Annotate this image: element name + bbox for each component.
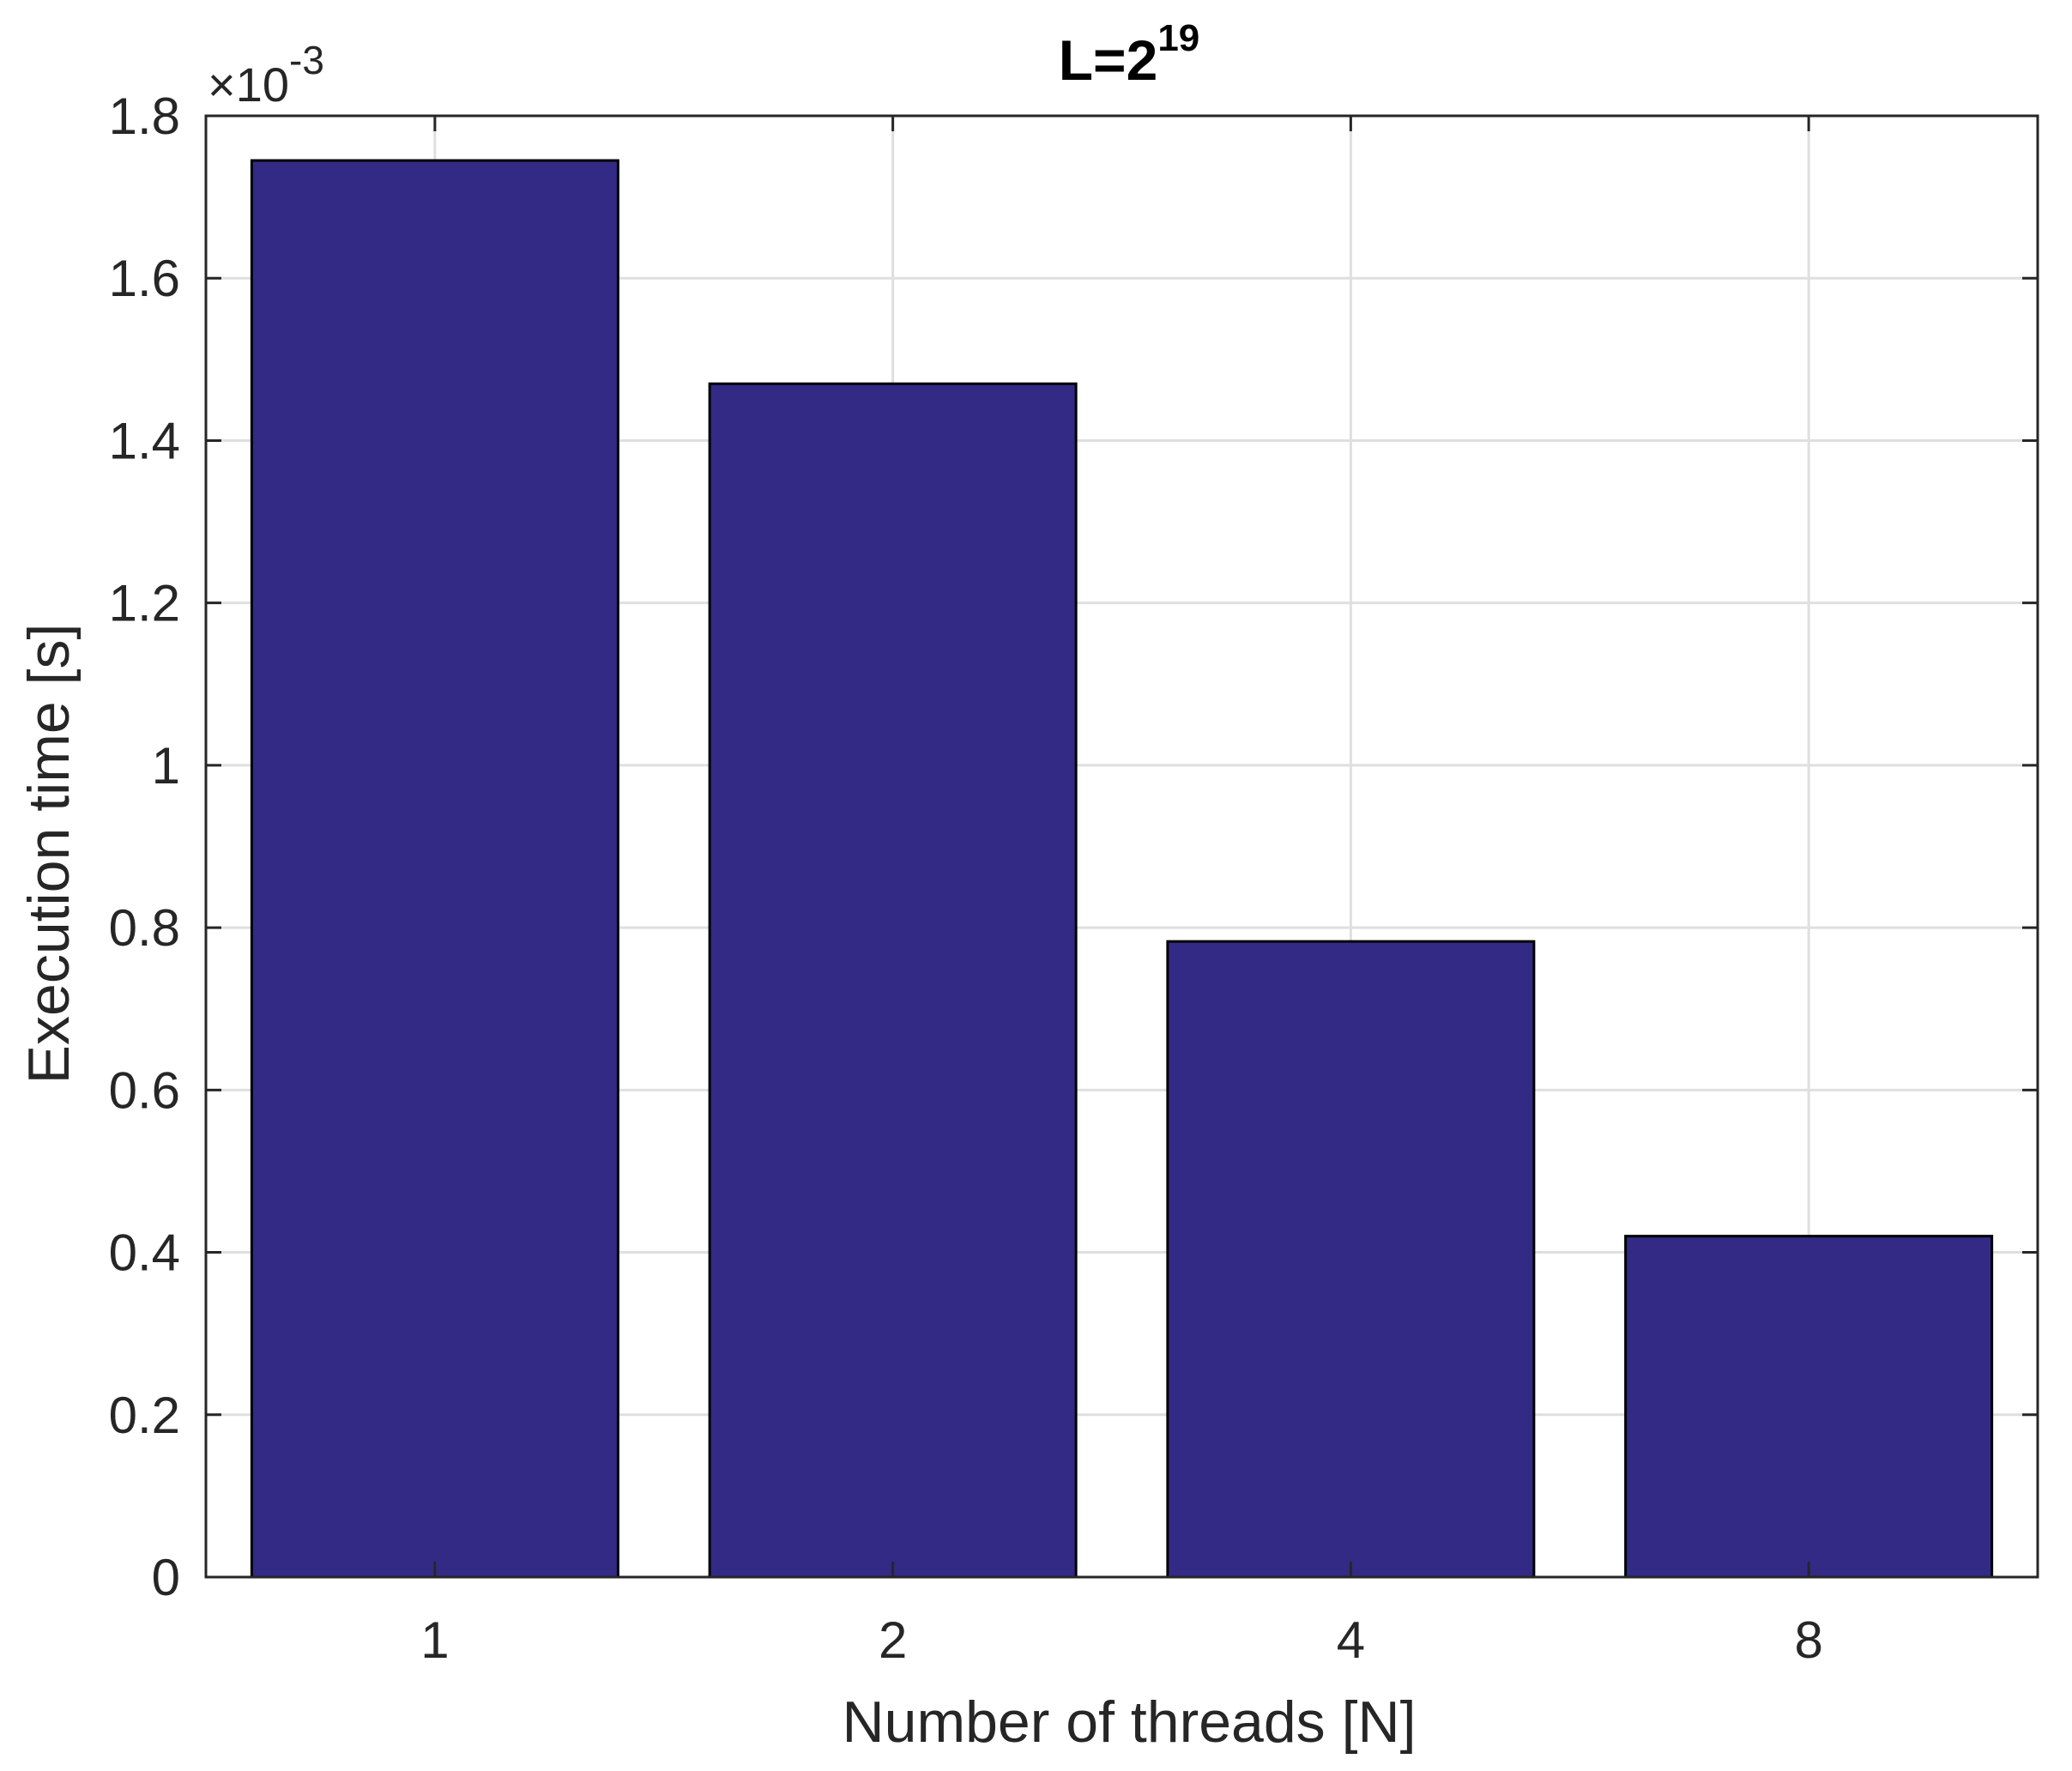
chart-title-base: L=2 [1059,28,1158,92]
bar [1166,940,1536,1579]
axis-ticks [206,114,2038,1579]
y-tick-label: 1.6 [109,250,180,307]
bar [708,382,1078,1579]
y-multiplier: ×10-3 [208,38,324,112]
y-tick-label: 1.4 [109,412,180,469]
chart-title: L=219 [1059,17,1200,92]
chart-title-exponent: 19 [1157,17,1199,59]
x-tick-label: 8 [1794,1611,1822,1669]
y-tick-labels: 0 0.2 0.4 0.6 0.8 1 1.2 1.4 1.6 1.8 [109,88,180,1606]
x-tick-label: 1 [420,1611,449,1669]
y-multiplier-base: ×10 [208,57,289,112]
y-multiplier-exponent: -3 [289,38,324,82]
y-tick-label: 0 [152,1549,180,1606]
y-tick-label: 1.8 [109,88,180,145]
bar [1624,1235,1994,1579]
y-tick-label: 1 [152,737,180,795]
bars [250,159,1994,1579]
x-axis-label: Number of threads [N] [843,1689,1417,1755]
y-tick-label: 0.8 [109,899,180,957]
x-tick-label: 4 [1337,1611,1365,1669]
bar [250,159,619,1579]
y-axis-label: Execution time [s] [16,624,82,1085]
y-tick-label: 0.4 [109,1224,180,1282]
axes-frame [204,114,2039,1579]
x-tick-labels: 1 2 4 8 [420,1611,1823,1669]
y-tick-label: 0.2 [109,1387,180,1444]
y-tick-label: 1.2 [109,575,180,632]
x-tick-label: 2 [879,1611,907,1669]
y-tick-label: 0.6 [109,1061,180,1119]
